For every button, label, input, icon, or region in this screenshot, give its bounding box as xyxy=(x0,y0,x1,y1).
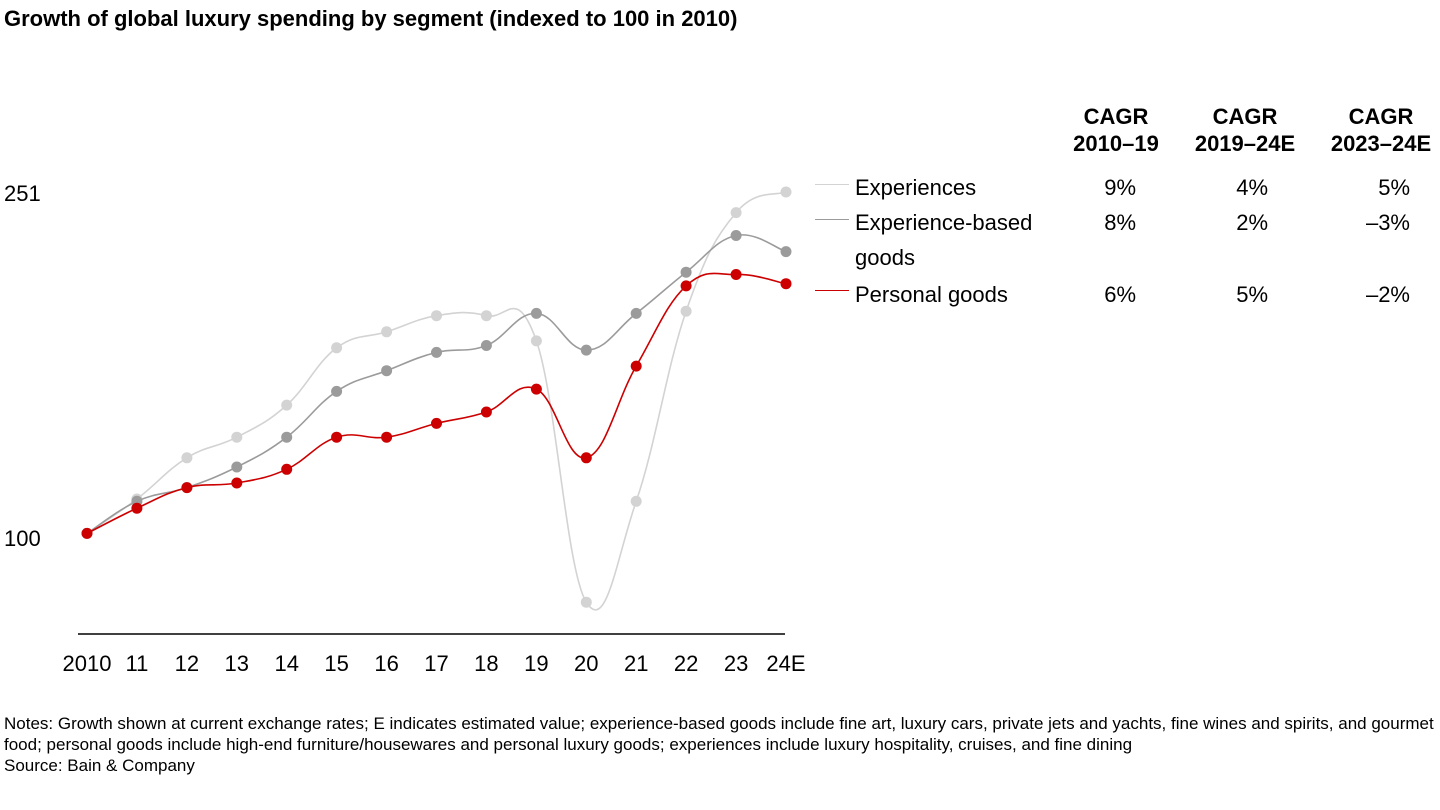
cagr-header-line2: 2010–19 xyxy=(1073,131,1159,156)
data-point-experience-based-goods-22 xyxy=(680,266,692,278)
cagr-header-line2: 2019–24E xyxy=(1194,131,1296,156)
x-tick-label-13: 13 xyxy=(225,651,249,676)
cagr-cell-experiences-2023-24e: 5% xyxy=(1378,175,1410,200)
cagr-header-2010-19: CAGR 2010–19 xyxy=(1051,103,1181,157)
data-point-personal-goods-15 xyxy=(331,431,343,443)
cagr-header-line1: CAGR xyxy=(1348,104,1414,129)
data-point-experiences-14 xyxy=(281,399,293,411)
data-point-personal-goods-24e xyxy=(780,278,792,290)
legend-swatch-experience-based-goods xyxy=(815,219,849,220)
data-point-experiences-19 xyxy=(530,335,542,347)
y-tick-label-bottom: 100 xyxy=(4,526,41,551)
data-point-experience-based-goods-16 xyxy=(381,365,393,377)
x-tick-label-23: 23 xyxy=(724,651,748,676)
cagr-cell-experience-based-goods-2023-24e: –3% xyxy=(1365,210,1410,235)
cagr-cell-experience-based-goods-2019-24e: 2% xyxy=(1236,210,1268,235)
x-tick-label-22: 22 xyxy=(674,651,698,676)
x-tick-label-21: 21 xyxy=(624,651,648,676)
x-tick-label-19: 19 xyxy=(524,651,548,676)
data-point-experiences-15 xyxy=(331,342,343,354)
data-point-experiences-17 xyxy=(431,310,442,322)
data-point-experiences-20 xyxy=(580,596,592,608)
source-text: Source: Bain & Company xyxy=(4,756,195,775)
y-tick-label-top: 251 xyxy=(4,181,41,206)
data-point-experience-based-goods-15 xyxy=(331,385,343,397)
x-tick-label-17: 17 xyxy=(424,651,448,676)
x-tick-label-11: 11 xyxy=(125,651,148,676)
data-point-personal-goods-16 xyxy=(381,431,393,443)
series-line-experience-based-goods xyxy=(86,234,787,535)
cagr-header-2023-24e: CAGR 2023–24E xyxy=(1316,103,1440,157)
legend-label-experiences: Experiences xyxy=(855,175,977,200)
series-experience-based-goods xyxy=(81,230,792,539)
x-tick-label-14: 14 xyxy=(274,651,298,676)
x-tick-label-12: 12 xyxy=(175,651,199,676)
series-line-experiences xyxy=(86,191,787,611)
data-point-experience-based-goods-18 xyxy=(480,340,492,351)
data-point-experience-based-goods-23 xyxy=(730,230,742,241)
data-point-experiences-13 xyxy=(231,431,243,443)
notes-text: Notes: Growth shown at current exchange … xyxy=(4,714,1434,754)
chart-title: Growth of global luxury spending by segm… xyxy=(4,6,738,31)
cagr-cell-personal-goods-2023-24e: –2% xyxy=(1365,282,1410,307)
data-point-experience-based-goods-19 xyxy=(530,307,542,319)
data-point-experiences-24e xyxy=(780,186,792,198)
x-tick-label-2010: 2010 xyxy=(63,651,112,676)
series-experiences xyxy=(81,186,792,611)
data-point-personal-goods-2010 xyxy=(81,527,93,539)
cagr-cell-experiences-2010-19: 9% xyxy=(1104,175,1136,200)
data-point-experiences-22 xyxy=(680,305,692,317)
data-point-experiences-23 xyxy=(730,207,742,219)
data-point-personal-goods-22 xyxy=(680,280,692,292)
x-tick-label-20: 20 xyxy=(574,651,598,676)
cagr-header-line1: CAGR xyxy=(1212,104,1278,129)
notes-block: Notes: Growth shown at current exchange … xyxy=(4,713,1434,776)
data-point-personal-goods-19 xyxy=(530,383,542,395)
cagr-header-line1: CAGR xyxy=(1083,104,1149,129)
legend-label-experience-based-goods: Experience-based goods xyxy=(855,210,1033,270)
data-point-experiences-16 xyxy=(381,326,393,338)
series-line-personal-goods xyxy=(86,272,787,535)
data-point-personal-goods-20 xyxy=(580,452,592,464)
data-point-experiences-12 xyxy=(181,452,193,464)
x-tick-label-16: 16 xyxy=(374,651,398,676)
series-personal-goods xyxy=(81,269,792,539)
data-point-experience-based-goods-14 xyxy=(281,431,293,443)
data-point-experience-based-goods-24e xyxy=(780,246,792,258)
data-point-personal-goods-17 xyxy=(431,417,442,429)
x-tick-label-18: 18 xyxy=(474,651,498,676)
legend-swatch-experiences xyxy=(815,184,849,185)
cagr-cell-personal-goods-2010-19: 6% xyxy=(1104,282,1136,307)
legend-swatch-personal-goods xyxy=(815,290,849,291)
x-tick-label-15: 15 xyxy=(324,651,348,676)
data-point-personal-goods-14 xyxy=(281,463,293,475)
data-point-personal-goods-12 xyxy=(181,482,193,494)
series-layer xyxy=(81,186,792,611)
cagr-header-line2: 2023–24E xyxy=(1330,131,1432,156)
data-point-personal-goods-23 xyxy=(730,269,742,280)
line-chart: 2010 11 12 13 14 15 16 17 18 19 20 21 22 23 24E xyxy=(63,186,806,676)
data-point-personal-goods-11 xyxy=(131,502,143,514)
data-point-experience-based-goods-13 xyxy=(231,461,243,473)
data-point-experience-based-goods-20 xyxy=(580,344,592,356)
cagr-cell-personal-goods-2019-24e: 5% xyxy=(1236,282,1268,307)
x-tick-labels: 2010 11 12 13 14 15 16 17 18 19 20 21 22 23 24E xyxy=(63,651,806,676)
data-point-personal-goods-21 xyxy=(630,360,642,372)
cagr-cell-experiences-2019-24e: 4% xyxy=(1236,175,1268,200)
data-point-experience-based-goods-17 xyxy=(431,346,442,358)
data-point-personal-goods-18 xyxy=(480,406,492,418)
data-point-experiences-18 xyxy=(480,310,492,322)
data-point-personal-goods-13 xyxy=(231,477,243,489)
x-tick-label-24e: 24E xyxy=(766,651,805,676)
data-point-experience-based-goods-21 xyxy=(630,307,642,319)
cagr-cell-experience-based-goods-2010-19: 8% xyxy=(1104,210,1136,235)
cagr-header-2019-24e: CAGR 2019–24E xyxy=(1180,103,1310,157)
legend-label-personal-goods: Personal goods xyxy=(855,282,1008,307)
data-point-experiences-21 xyxy=(630,495,642,507)
